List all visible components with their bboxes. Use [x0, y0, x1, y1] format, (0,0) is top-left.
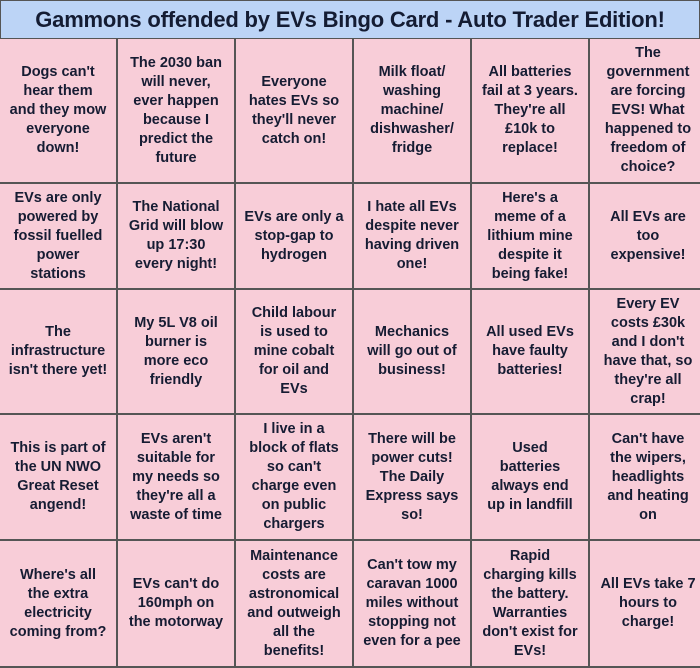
bingo-cell: The National Grid will blow up 17:30 eve… — [118, 184, 234, 288]
bingo-cell: The infrastructure isn't there yet! — [0, 290, 116, 413]
bingo-cell: Maintenance costs are astronomical and o… — [236, 541, 352, 666]
bingo-cell: Every EV costs £30k and I don't have tha… — [590, 290, 700, 413]
bingo-cell: EVs are only powered by fossil fuelled p… — [0, 184, 116, 288]
bingo-cell: Rapid charging kills the battery. Warran… — [472, 541, 588, 666]
bingo-cell: Here's a meme of a lithium mine despite … — [472, 184, 588, 288]
bingo-cell: The 2030 ban will never, ever happen bec… — [118, 39, 234, 182]
bingo-cell: My 5L V8 oil burner is more eco friendly — [118, 290, 234, 413]
bingo-cell: Everyone hates EVs so they'll never catc… — [236, 39, 352, 182]
bingo-cell: Can't tow my caravan 1000 miles without … — [354, 541, 470, 666]
bingo-cell: Used batteries always end up in landfill — [472, 415, 588, 539]
bingo-cell: I live in a block of flats so can't char… — [236, 415, 352, 539]
bingo-cell: There will be power cuts! The Daily Expr… — [354, 415, 470, 539]
bingo-cell: EVs can't do 160mph on the motorway — [118, 541, 234, 666]
bingo-cell: All EVs take 7 hours to charge! — [590, 541, 700, 666]
bingo-cell: Dogs can't hear them and they mow everyo… — [0, 39, 116, 182]
bingo-cell: Where's all the extra electricity coming… — [0, 541, 116, 666]
bingo-grid: Dogs can't hear them and they mow everyo… — [0, 39, 700, 668]
bingo-cell: I hate all EVs despite never having driv… — [354, 184, 470, 288]
card-title: Gammons offended by EVs Bingo Card - Aut… — [0, 0, 700, 39]
bingo-cell: EVs are only a stop-gap to hydrogen — [236, 184, 352, 288]
bingo-cell: All batteries fail at 3 years. They're a… — [472, 39, 588, 182]
bingo-cell: The government are forcing EVS! What hap… — [590, 39, 700, 182]
bingo-cell: Can't have the wipers, headlights and he… — [590, 415, 700, 539]
bingo-cell: All EVs are too expensive! — [590, 184, 700, 288]
bingo-cell: Child labour is used to mine cobalt for … — [236, 290, 352, 413]
bingo-cell: Milk float/ washing machine/ dishwasher/… — [354, 39, 470, 182]
bingo-cell: All used EVs have faulty batteries! — [472, 290, 588, 413]
bingo-cell: This is part of the UN NWO Great Reset a… — [0, 415, 116, 539]
bingo-cell: Mechanics will go out of business! — [354, 290, 470, 413]
bingo-cell: EVs aren't suitable for my needs so they… — [118, 415, 234, 539]
